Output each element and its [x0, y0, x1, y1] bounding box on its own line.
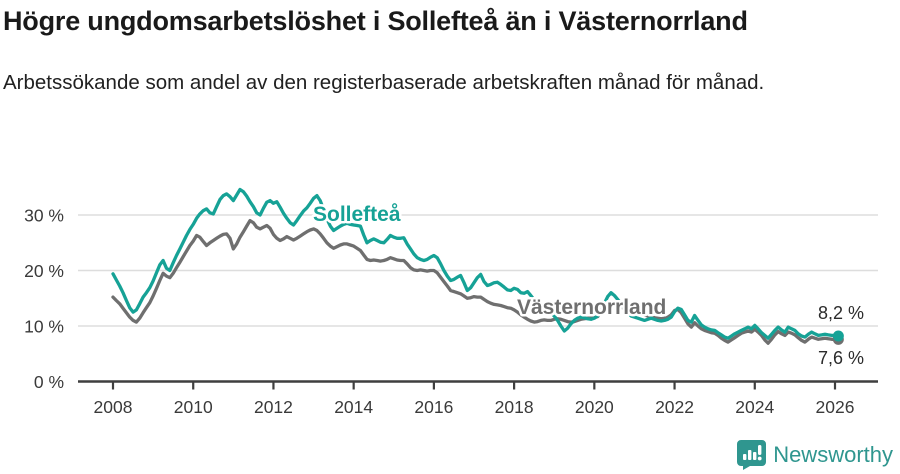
series-label-vasternorrland: Västernorrland — [517, 296, 666, 319]
line-chart: 0 % 10 % 20 % 30 % 2008 2010 2012 2014 2016 2018… — [24, 187, 878, 417]
newsworthy-logo[interactable]: Newsworthy — [737, 440, 893, 470]
series-lines — [111, 187, 844, 345]
svg-text:2010: 2010 — [174, 397, 213, 417]
newsworthy-logo-text: Newsworthy — [773, 442, 893, 467]
svg-text:2014: 2014 — [334, 397, 373, 417]
svg-text:2008: 2008 — [94, 397, 133, 417]
end-value-vasternorrland: 7,6 % — [818, 348, 864, 368]
svg-text:2026: 2026 — [816, 397, 855, 417]
svg-text:2016: 2016 — [414, 397, 453, 417]
end-value-solleftea: 8,2 % — [818, 303, 864, 323]
svg-text:2020: 2020 — [575, 397, 614, 417]
svg-text:20 %: 20 % — [24, 261, 64, 281]
newsworthy-chart-bubble-icon — [737, 440, 767, 470]
svg-text:2024: 2024 — [735, 397, 774, 417]
y-axis-labels: 0 % 10 % 20 % 30 % — [24, 206, 64, 393]
svg-text:30 %: 30 % — [24, 206, 64, 226]
svg-text:10 %: 10 % — [24, 317, 64, 337]
svg-text:0 %: 0 % — [34, 372, 64, 392]
gridlines — [78, 214, 878, 327]
svg-text:2012: 2012 — [254, 397, 293, 417]
series-label-solleftea: Sollefteå — [313, 203, 401, 226]
svg-text:2018: 2018 — [495, 397, 534, 417]
chart-subtitle: Arbetssökande som andel av den registerb… — [3, 71, 765, 94]
x-axis-labels: 2008 2010 2012 2014 2016 2018 2020 2022 2024 2026 — [94, 397, 855, 417]
chart-title: Högre ungdomsarbetslöshet i Sollefteå än… — [3, 6, 748, 36]
svg-text:2022: 2022 — [655, 397, 694, 417]
x-axis-ticks — [111, 381, 837, 390]
